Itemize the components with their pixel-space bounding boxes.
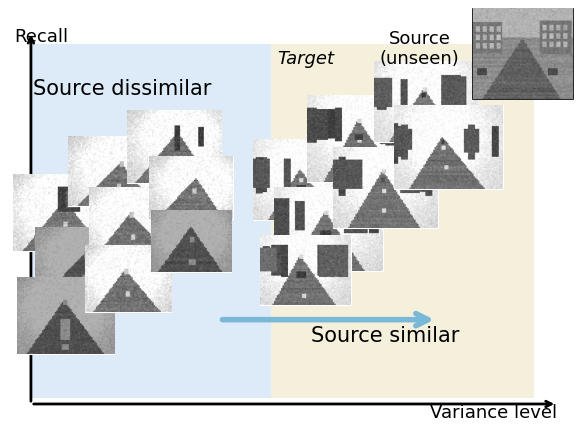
Text: Recall: Recall [14,27,68,45]
Text: Variance level: Variance level [430,404,557,422]
Bar [31,44,271,398]
Text: Source dissimilar: Source dissimilar [33,79,212,99]
Text: Target: Target [277,50,334,68]
Text: Source
(unseen): Source (unseen) [380,30,460,68]
Bar [271,44,534,398]
Text: Source similar: Source similar [311,326,460,346]
